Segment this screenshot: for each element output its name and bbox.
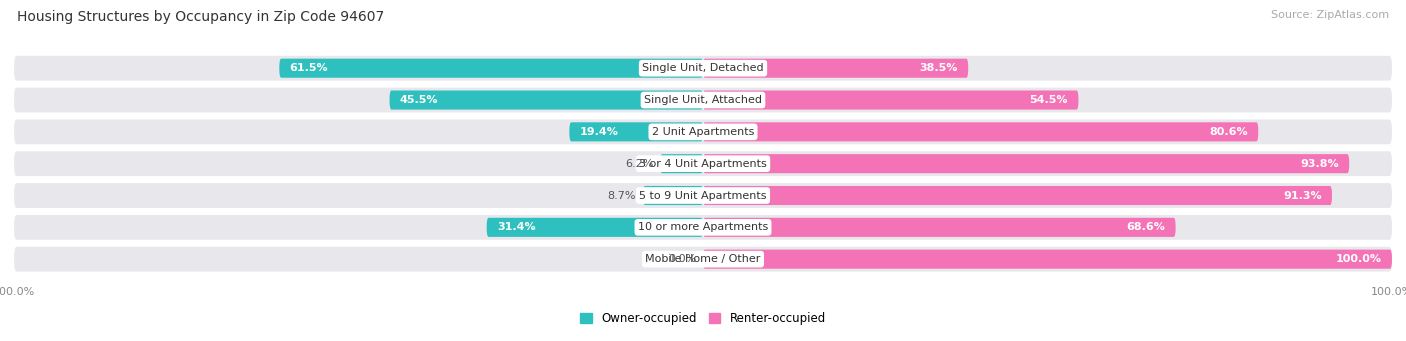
FancyBboxPatch shape (486, 218, 703, 237)
FancyBboxPatch shape (703, 218, 1175, 237)
FancyBboxPatch shape (14, 56, 1392, 80)
Text: Single Unit, Detached: Single Unit, Detached (643, 63, 763, 73)
Text: 80.6%: 80.6% (1209, 127, 1249, 137)
FancyBboxPatch shape (643, 186, 703, 205)
Text: Single Unit, Attached: Single Unit, Attached (644, 95, 762, 105)
FancyBboxPatch shape (280, 59, 703, 78)
Legend: Owner-occupied, Renter-occupied: Owner-occupied, Renter-occupied (575, 307, 831, 330)
FancyBboxPatch shape (703, 250, 1392, 269)
Text: 19.4%: 19.4% (579, 127, 619, 137)
FancyBboxPatch shape (14, 215, 1392, 240)
Text: 5 to 9 Unit Apartments: 5 to 9 Unit Apartments (640, 191, 766, 201)
FancyBboxPatch shape (14, 247, 1392, 271)
Text: Housing Structures by Occupancy in Zip Code 94607: Housing Structures by Occupancy in Zip C… (17, 10, 384, 24)
Text: 38.5%: 38.5% (920, 63, 957, 73)
Text: 93.8%: 93.8% (1301, 159, 1339, 169)
Text: 91.3%: 91.3% (1284, 191, 1322, 201)
FancyBboxPatch shape (703, 122, 1258, 142)
FancyBboxPatch shape (14, 183, 1392, 208)
Text: 100.0%: 100.0% (1336, 254, 1382, 264)
FancyBboxPatch shape (14, 151, 1392, 176)
Text: 10 or more Apartments: 10 or more Apartments (638, 222, 768, 232)
FancyBboxPatch shape (14, 88, 1392, 113)
Text: 68.6%: 68.6% (1126, 222, 1166, 232)
Text: 0.0%: 0.0% (668, 254, 696, 264)
Text: 31.4%: 31.4% (496, 222, 536, 232)
Text: 8.7%: 8.7% (607, 191, 636, 201)
FancyBboxPatch shape (389, 90, 703, 109)
FancyBboxPatch shape (14, 119, 1392, 144)
Text: 61.5%: 61.5% (290, 63, 328, 73)
Text: Source: ZipAtlas.com: Source: ZipAtlas.com (1271, 10, 1389, 20)
FancyBboxPatch shape (703, 90, 1078, 109)
Text: 45.5%: 45.5% (399, 95, 439, 105)
Text: Mobile Home / Other: Mobile Home / Other (645, 254, 761, 264)
Text: 3 or 4 Unit Apartments: 3 or 4 Unit Apartments (640, 159, 766, 169)
Text: 2 Unit Apartments: 2 Unit Apartments (652, 127, 754, 137)
Text: 6.2%: 6.2% (626, 159, 654, 169)
Text: 54.5%: 54.5% (1029, 95, 1069, 105)
FancyBboxPatch shape (703, 59, 969, 78)
FancyBboxPatch shape (703, 186, 1331, 205)
FancyBboxPatch shape (703, 154, 1350, 173)
FancyBboxPatch shape (569, 122, 703, 142)
FancyBboxPatch shape (661, 154, 703, 173)
